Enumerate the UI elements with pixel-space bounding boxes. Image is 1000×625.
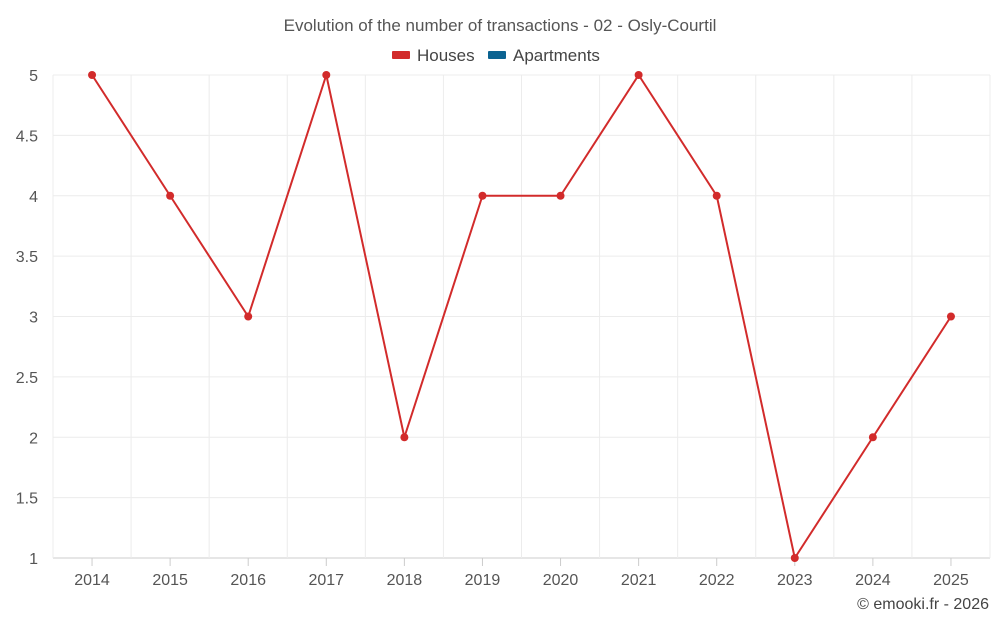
- x-tick-label: 2015: [152, 572, 188, 589]
- data-point-houses-2023[interactable]: [790, 554, 799, 562]
- x-tick-label: 2017: [308, 572, 344, 589]
- x-tick-label: 2023: [777, 572, 813, 589]
- y-tick-label: 1.5: [16, 491, 38, 508]
- y-tick-label: 3.5: [16, 249, 38, 266]
- grid: [52, 74, 991, 559]
- x-tick-label: 2020: [543, 572, 579, 589]
- legend-item-apartments[interactable]: Apartments: [488, 46, 600, 65]
- y-tick-label: 4: [29, 189, 38, 206]
- data-point-houses-2016[interactable]: [244, 312, 253, 321]
- data-point-houses-2020[interactable]: [556, 191, 565, 200]
- legend-swatch-apartments: [488, 51, 506, 59]
- data-point-houses-2024[interactable]: [868, 433, 877, 442]
- x-tick-label: 2019: [465, 572, 501, 589]
- chart-title: Evolution of the number of transactions …: [284, 16, 717, 35]
- x-tick-label: 2025: [933, 572, 969, 589]
- series-line-houses: [91, 74, 952, 559]
- legend-swatch-houses: [392, 51, 410, 59]
- x-tick-label: 2022: [699, 572, 735, 589]
- y-tick-label: 3: [29, 310, 38, 327]
- x-axis: 2014 2015 2016 2017 2018 2019 2020 2021 2022 2023…: [74, 558, 969, 589]
- x-tick-label: 2014: [74, 572, 110, 589]
- legend-item-houses[interactable]: Houses: [392, 46, 475, 65]
- legend: Houses Apartments: [392, 46, 600, 65]
- y-tick-label: 4.5: [16, 128, 38, 145]
- data-point-houses-2025[interactable]: [946, 312, 955, 321]
- x-tick-label: 2021: [621, 572, 657, 589]
- x-tick-label: 2016: [230, 572, 266, 589]
- credit: © emooki.fr - 2026: [857, 596, 989, 613]
- y-axis: 1 1.5 2 2.5 3 3.5 4 4.5 5: [16, 68, 38, 568]
- series: [88, 71, 955, 562]
- data-point-houses-2014[interactable]: [88, 71, 97, 79]
- data-point-houses-2015[interactable]: [166, 191, 175, 200]
- y-tick-label: 2: [29, 430, 38, 447]
- y-tick-label: 2.5: [16, 370, 38, 387]
- legend-label-houses: Houses: [417, 46, 475, 65]
- data-point-houses-2021[interactable]: [634, 71, 643, 79]
- data-point-houses-2017[interactable]: [322, 71, 331, 79]
- x-tick-label: 2018: [387, 572, 423, 589]
- data-point-houses-2022[interactable]: [712, 191, 721, 200]
- data-point-houses-2018[interactable]: [400, 433, 409, 442]
- data-point-houses-2019[interactable]: [478, 191, 487, 200]
- legend-label-apartments: Apartments: [513, 46, 600, 65]
- y-tick-label: 5: [29, 68, 38, 85]
- y-tick-label: 1: [29, 551, 38, 568]
- x-tick-label: 2024: [855, 572, 891, 589]
